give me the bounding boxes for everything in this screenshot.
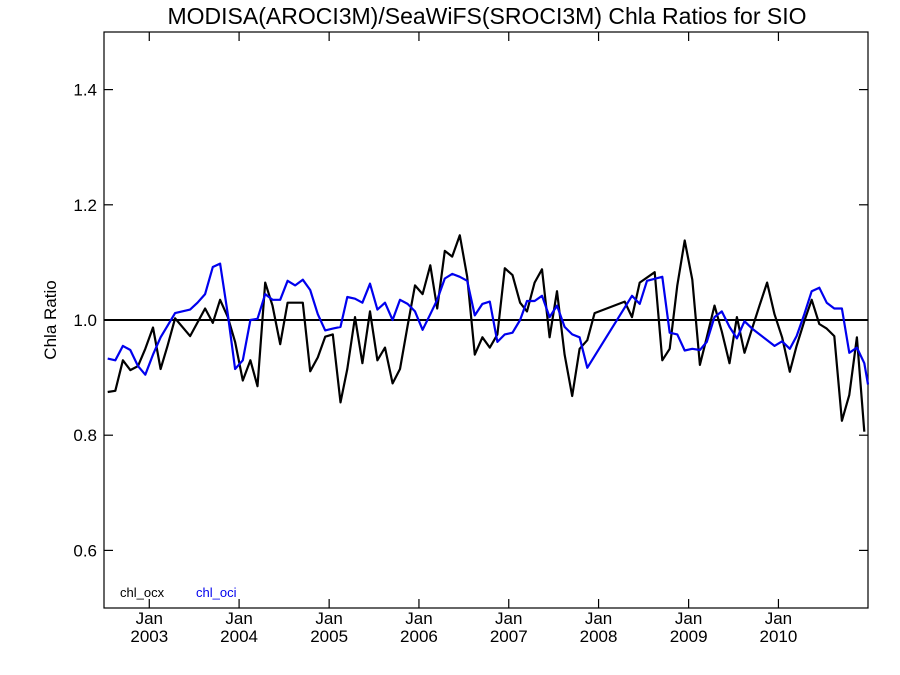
x-tick-year-label: 2003 [130,627,168,646]
axis-ticks: 0.60.81.01.21.4Jan2003Jan2004Jan2005Jan2… [73,32,868,646]
x-tick-month-label: Jan [315,609,342,628]
x-tick-year-label: 2006 [400,627,438,646]
x-tick-month-label: Jan [585,609,612,628]
y-tick-label: 0.6 [73,541,97,560]
series-line-chl_oci [107,262,870,385]
x-tick-month-label: Jan [675,609,702,628]
x-tick-year-label: 2009 [670,627,708,646]
legend-entry-chl_oci: chl_oci [196,585,237,600]
y-axis-label: Chla Ratio [41,280,60,359]
legend: chl_ocx chl_oci [120,585,237,600]
x-tick-month-label: Jan [765,609,792,628]
x-tick-month-label: Jan [136,609,163,628]
x-tick-year-label: 2007 [490,627,528,646]
x-tick-year-label: 2005 [310,627,348,646]
y-tick-label: 0.8 [73,426,97,445]
chart-title: MODISA(AROCI3M)/SeaWiFS(SROCI3M) Chla Ra… [168,3,807,29]
y-tick-label: 1.0 [73,311,97,330]
legend-entry-chl_ocx: chl_ocx [120,585,165,600]
x-tick-month-label: Jan [225,609,252,628]
x-tick-year-label: 2010 [760,627,798,646]
x-tick-month-label: Jan [495,609,522,628]
y-tick-label: 1.4 [73,81,97,100]
series-line-chl_ocx [107,234,866,432]
x-tick-year-label: 2008 [580,627,618,646]
x-tick-year-label: 2004 [220,627,258,646]
x-tick-month-label: Jan [405,609,432,628]
series-layer [107,234,870,432]
y-tick-label: 1.2 [73,196,97,215]
